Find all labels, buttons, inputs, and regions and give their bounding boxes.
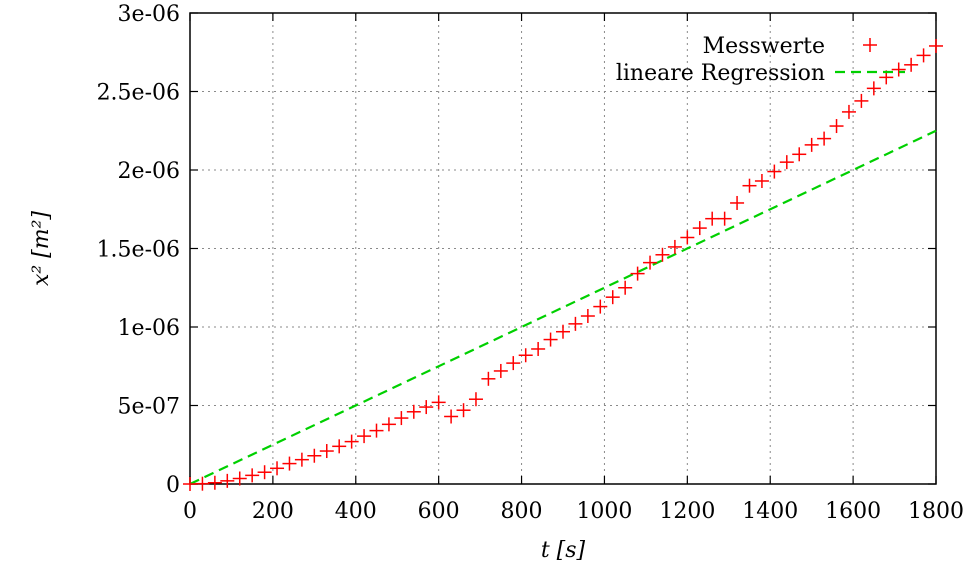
y-tick-label: 1.5e-06 xyxy=(97,238,180,263)
data-point-plus-marker xyxy=(630,266,645,281)
data-point-plus-marker xyxy=(294,452,309,467)
regression-line xyxy=(189,129,937,485)
data-point-plus-marker xyxy=(332,439,347,454)
y-axis-label: x² [m²] xyxy=(29,211,54,286)
x-tick-label: 800 xyxy=(501,499,543,524)
data-point-plus-marker xyxy=(779,155,794,170)
x-tick-label: 0 xyxy=(183,499,197,524)
data-point-plus-marker xyxy=(692,221,707,236)
data-point-plus-marker xyxy=(904,57,919,72)
data-point-plus-marker xyxy=(929,38,943,53)
data-point-plus-marker xyxy=(406,404,421,419)
x-tick-label: 600 xyxy=(418,499,460,524)
data-point-plus-marker xyxy=(891,62,906,77)
data-point-plus-marker xyxy=(493,363,508,378)
data-point-plus-marker xyxy=(680,230,695,245)
data-point-plus-marker xyxy=(307,448,322,463)
data-point-plus-marker xyxy=(742,178,757,193)
data-point-plus-marker xyxy=(282,456,297,471)
data-point-plus-marker xyxy=(207,475,222,490)
x-axis-label: t [s] xyxy=(541,538,586,563)
data-point-plus-marker xyxy=(655,247,670,262)
data-point-plus-marker xyxy=(506,356,521,371)
data-point-plus-marker xyxy=(854,93,869,108)
data-point-plus-marker xyxy=(580,309,595,324)
data-point-plus-marker xyxy=(829,119,844,134)
data-point-plus-marker xyxy=(767,164,782,179)
data-point-plus-marker xyxy=(245,468,260,483)
data-point-plus-marker xyxy=(643,255,658,270)
data-point-plus-marker xyxy=(344,434,359,449)
data-point-plus-marker xyxy=(195,476,210,491)
data-point-plus-marker xyxy=(456,403,471,418)
data-point-plus-marker xyxy=(468,392,483,407)
data-point-plus-marker xyxy=(543,332,558,347)
data-point-plus-marker xyxy=(556,324,570,339)
y-tick-label: 1e-06 xyxy=(118,316,180,341)
data-point-plus-marker xyxy=(618,280,633,295)
x-tick-label: 400 xyxy=(335,499,377,524)
legend-label-messwerte: Messwerte xyxy=(703,34,825,59)
data-point-plus-marker xyxy=(518,348,533,363)
data-point-plus-marker xyxy=(369,423,384,438)
data-point-plus-marker xyxy=(220,473,235,488)
data-point-plus-marker xyxy=(531,341,546,356)
data-point-plus-marker xyxy=(232,471,247,486)
x-tick-label: 1200 xyxy=(659,499,715,524)
data-point-plus-marker xyxy=(183,477,197,491)
x-tick-label: 200 xyxy=(252,499,294,524)
data-point-plus-marker xyxy=(605,290,620,305)
data-point-plus-marker xyxy=(419,400,434,415)
data-point-plus-marker xyxy=(444,409,459,424)
y-tick-label: 2.5e-06 xyxy=(97,81,180,106)
data-point-plus-marker xyxy=(431,395,446,410)
data-point-plus-marker xyxy=(817,131,832,146)
data-point-plus-marker xyxy=(394,411,409,426)
x-tick-label: 1600 xyxy=(825,499,881,524)
data-point-plus-marker xyxy=(730,195,745,210)
data-point-plus-marker xyxy=(866,81,881,96)
y-tick-label: 5e-07 xyxy=(118,395,180,420)
data-point-plus-marker xyxy=(257,465,272,480)
x-tick-label: 1000 xyxy=(576,499,632,524)
data-point-plus-marker xyxy=(754,173,769,188)
data-point-plus-marker xyxy=(841,104,856,119)
data-point-plus-marker xyxy=(593,299,608,314)
data-point-plus-marker xyxy=(357,429,372,444)
data-point-plus-marker xyxy=(705,211,720,226)
data-point-plus-marker xyxy=(481,371,496,386)
x-tick-label: 1800 xyxy=(908,499,964,524)
data-point-plus-marker xyxy=(717,211,732,226)
data-point-plus-marker xyxy=(792,147,807,162)
data-point-plus-marker xyxy=(916,48,931,63)
data-point-plus-marker xyxy=(319,444,334,459)
y-tick-label: 3e-06 xyxy=(118,2,180,27)
x-tick-label: 1400 xyxy=(742,499,798,524)
data-point-plus-marker xyxy=(804,137,819,152)
data-point-plus-marker xyxy=(667,239,682,254)
data-point-plus-marker xyxy=(381,417,396,432)
legend-label-regression: lineare Regression xyxy=(616,61,825,86)
y-tick-label: 0 xyxy=(166,473,180,498)
data-point-plus-marker xyxy=(568,316,583,331)
y-tick-label: 2e-06 xyxy=(118,159,180,184)
data-point-plus-marker xyxy=(270,461,285,476)
